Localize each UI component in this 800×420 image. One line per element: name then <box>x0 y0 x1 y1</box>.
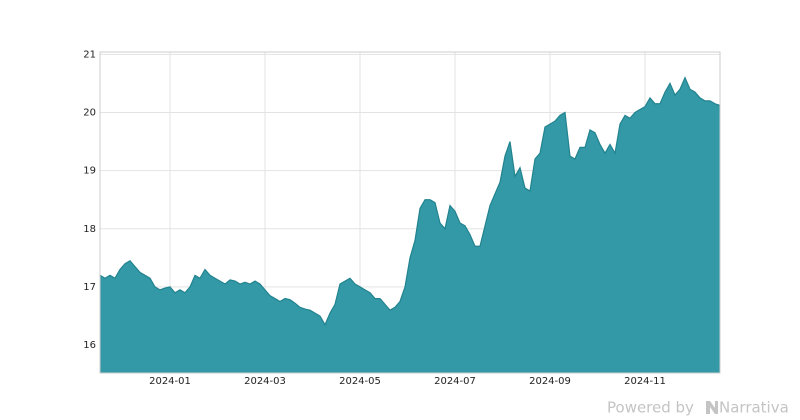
plot <box>99 76 721 373</box>
labels: 16 17 18 19 20 21 2024-01 2024-03 2024-05 2024-07… <box>83 49 666 387</box>
x-tick-label: 2024-11 <box>624 376 666 387</box>
x-tick-label: 2024-03 <box>244 376 286 387</box>
x-tick-label: 2024-05 <box>339 376 381 387</box>
x-tick-label: 2024-07 <box>434 376 476 387</box>
y-tick-label: 17 <box>83 282 96 293</box>
x-tick-label: 2024-01 <box>149 376 191 387</box>
area <box>100 77 720 373</box>
y-tick-label: 16 <box>83 340 96 351</box>
y-tick-label: 19 <box>83 166 96 177</box>
y-tick-label: 20 <box>83 107 96 118</box>
plot-frame <box>99 51 721 374</box>
area-line <box>99 76 721 327</box>
y-tick-label: 18 <box>83 224 96 235</box>
x-tick-label: 2024-09 <box>529 376 571 387</box>
y-tick-label: 21 <box>83 49 96 60</box>
watermark-brand: Narrativa <box>719 399 789 417</box>
watermark-prefix: Powered by <box>607 399 694 417</box>
watermark-logo <box>706 401 718 414</box>
